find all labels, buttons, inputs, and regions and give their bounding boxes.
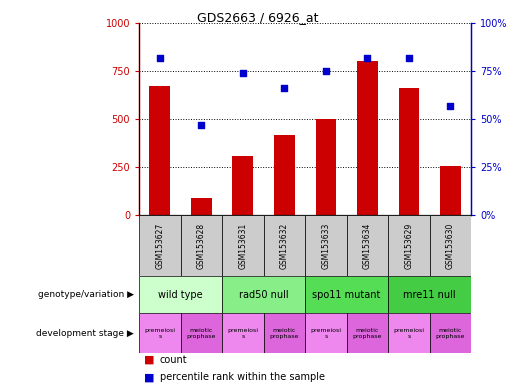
Text: meiotic
prophase: meiotic prophase	[436, 328, 465, 339]
Bar	[347, 215, 388, 276]
Text: premeiosi
s: premeiosi s	[227, 328, 259, 339]
Bar	[139, 276, 222, 313]
Bar	[388, 215, 430, 276]
Bar	[388, 313, 430, 353]
Text: meiotic
prophase: meiotic prophase	[270, 328, 299, 339]
Bar	[399, 88, 419, 215]
Point	[197, 122, 205, 128]
Text: GSM153628: GSM153628	[197, 223, 206, 269]
Text: GSM153632: GSM153632	[280, 223, 289, 269]
Point	[280, 85, 288, 91]
Bar	[232, 156, 253, 215]
Bar	[430, 215, 471, 276]
Bar	[274, 136, 295, 215]
Text: GSM153630: GSM153630	[446, 223, 455, 269]
Text: GSM153634: GSM153634	[363, 223, 372, 269]
Bar	[347, 313, 388, 353]
Bar	[430, 313, 471, 353]
Text: GDS2663 / 6926_at: GDS2663 / 6926_at	[197, 12, 318, 25]
Bar	[149, 86, 170, 215]
Text: ■: ■	[144, 355, 154, 365]
Bar	[181, 215, 222, 276]
Text: GSM153633: GSM153633	[321, 223, 331, 269]
Point	[156, 55, 164, 61]
Bar	[191, 198, 212, 215]
Bar	[305, 276, 388, 313]
Bar	[440, 166, 461, 215]
Bar	[139, 313, 181, 353]
Bar	[388, 276, 471, 313]
Bar	[264, 215, 305, 276]
Point	[405, 55, 413, 61]
Point	[447, 103, 455, 109]
Point	[363, 55, 371, 61]
Text: percentile rank within the sample: percentile rank within the sample	[160, 372, 324, 382]
Text: premeiosi
s: premeiosi s	[144, 328, 175, 339]
Bar	[357, 61, 378, 215]
Bar	[305, 313, 347, 353]
Text: meiotic
prophase: meiotic prophase	[186, 328, 216, 339]
Text: wild type: wild type	[158, 290, 203, 300]
Text: meiotic
prophase: meiotic prophase	[353, 328, 382, 339]
Bar	[316, 119, 336, 215]
Text: mre11 null: mre11 null	[403, 290, 456, 300]
Text: development stage ▶: development stage ▶	[36, 329, 134, 338]
Bar	[222, 215, 264, 276]
Text: GSM153629: GSM153629	[404, 223, 414, 269]
Text: ■: ■	[144, 372, 154, 382]
Text: count: count	[160, 355, 187, 365]
Text: genotype/variation ▶: genotype/variation ▶	[38, 290, 134, 299]
Bar	[305, 215, 347, 276]
Bar	[264, 313, 305, 353]
Text: rad50 null: rad50 null	[239, 290, 288, 300]
Text: premeiosi
s: premeiosi s	[311, 328, 341, 339]
Text: GSM153631: GSM153631	[238, 223, 247, 269]
Bar	[222, 313, 264, 353]
Point	[322, 68, 330, 74]
Bar	[139, 215, 181, 276]
Bar	[181, 313, 222, 353]
Text: premeiosi
s: premeiosi s	[393, 328, 424, 339]
Text: GSM153627: GSM153627	[156, 223, 164, 269]
Text: spo11 mutant: spo11 mutant	[313, 290, 381, 300]
Bar	[222, 276, 305, 313]
Point	[239, 70, 247, 76]
